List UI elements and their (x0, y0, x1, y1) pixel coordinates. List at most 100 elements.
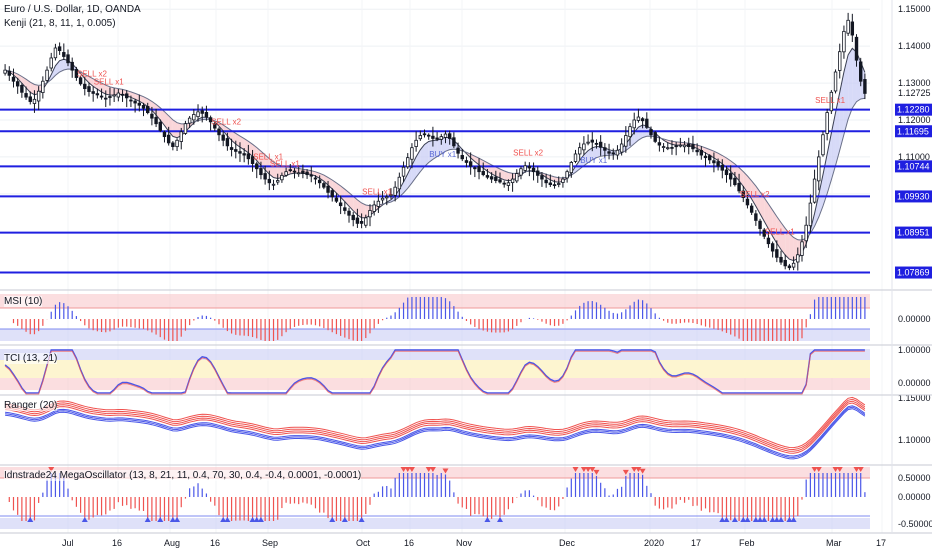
band-fill (101, 83, 106, 95)
candle-body (200, 110, 204, 114)
candle-body (78, 77, 83, 85)
candle-body (91, 91, 95, 94)
candle-body (863, 79, 867, 94)
candle-body (619, 143, 624, 153)
candle-body (28, 96, 32, 102)
candle-body (187, 117, 192, 124)
mega-sell-arrow (400, 467, 407, 472)
candle-body (569, 162, 574, 174)
candle-body (120, 93, 125, 96)
tci-y-tick: 1.00000 (898, 345, 931, 355)
signal-label: SELL x1 (253, 153, 283, 162)
candle-body (380, 197, 385, 201)
indicator-legend[interactable]: Kenji (21, 8, 11, 1, 0.005) (4, 18, 116, 29)
candle-body (716, 161, 720, 167)
candle-body (653, 132, 657, 142)
candle-body (246, 153, 251, 160)
level-badge-label: 1.11695 (897, 126, 929, 136)
candle-body (540, 175, 544, 180)
mega-buy-arrow (257, 517, 264, 522)
band-fill (244, 138, 249, 153)
candle-body (406, 157, 410, 168)
candle-body (368, 210, 372, 218)
band-fill (235, 133, 240, 148)
band-fill (437, 138, 442, 157)
candle-body (712, 160, 716, 164)
candle-body (259, 168, 263, 176)
signal-label: BUY x1 (429, 150, 457, 159)
mega-oscillator-title[interactable]: Idnstrade24 MegaOscillator (13, 8, 21, 1… (4, 470, 362, 481)
mega-buy-arrow (81, 517, 88, 522)
band-fill (323, 175, 329, 185)
band-fill (315, 171, 320, 179)
band-fill (474, 156, 480, 165)
candle-body (561, 178, 565, 183)
tci-lower-zone (0, 378, 870, 390)
candle-body (515, 173, 519, 182)
candle-body (724, 169, 729, 176)
candle-body (728, 173, 733, 180)
candle-body (552, 184, 557, 187)
band-fill (424, 141, 429, 167)
candle-body (565, 171, 569, 179)
candle-body (670, 147, 674, 149)
signal-label: SELL x2 (211, 117, 241, 126)
candle-body (787, 265, 792, 269)
candle-body (838, 51, 842, 71)
mega-buy-arrow (174, 517, 181, 522)
candle-body (590, 139, 594, 143)
price-axis[interactable]: 1.150001.140001.130001.120001.110001.100… (895, 4, 932, 279)
candle-body (687, 143, 691, 147)
mega-sell-arrow (48, 467, 55, 472)
y-tick-label: 1.12000 (898, 115, 931, 125)
mega-buy-arrow (341, 517, 348, 522)
candle-body (414, 139, 418, 147)
candle-body (510, 178, 515, 184)
candle-body (682, 144, 687, 148)
kenji-slow-line (5, 68, 865, 241)
candle-body (137, 102, 142, 106)
band-fill (554, 176, 559, 183)
level-badge-label: 1.09930 (897, 191, 930, 201)
mega-buy-arrow (790, 517, 797, 522)
mega-buy-arrow (723, 517, 730, 522)
mega-buy-arrow (27, 517, 34, 522)
candle-body (359, 221, 364, 224)
candle-body (133, 100, 137, 104)
mega-buy-arrow (329, 517, 336, 522)
mega-buy-arrow (740, 517, 747, 522)
x-tick-label: 16 (404, 538, 414, 548)
candle-body (573, 153, 578, 162)
level-badge (895, 190, 932, 203)
mega-oscillator-pane: 0.50000 0.00000 -0.50000 (0, 467, 932, 529)
band-fill (88, 76, 94, 87)
mega-buy-arrow (786, 517, 793, 522)
candle-body (309, 174, 313, 177)
time-axis[interactable]: Jul 16 Aug 16 Sep Oct 16 Nov Dec 2020 17 Feb Mar 17 (62, 538, 886, 548)
candle-body (657, 142, 662, 146)
level-badge (895, 160, 932, 173)
mega-sell-arrow (593, 469, 600, 475)
candle-body (754, 213, 758, 221)
ranger-title[interactable]: Ranger (20) (4, 400, 58, 411)
candle-body (678, 144, 683, 147)
candle-body (733, 177, 737, 186)
band-fill (638, 125, 643, 141)
grid-lines (0, 0, 883, 533)
tci-title[interactable]: TCI (13, 21) (4, 353, 58, 364)
band-fill (768, 203, 773, 237)
candle-body (36, 90, 41, 102)
msi-title[interactable]: MSI (10) (4, 296, 43, 307)
mega-sell-arrow (425, 467, 432, 472)
band-fill (30, 82, 35, 95)
candle-body (519, 168, 523, 176)
candle-body (577, 147, 582, 155)
candle-body (158, 121, 162, 131)
candle-body (489, 176, 494, 180)
candle-body (645, 118, 649, 128)
band-fill (269, 158, 274, 178)
candle-body (393, 186, 397, 196)
candle-body (364, 217, 368, 226)
candle-body (154, 117, 158, 125)
mega-buy-arrow (358, 517, 365, 522)
